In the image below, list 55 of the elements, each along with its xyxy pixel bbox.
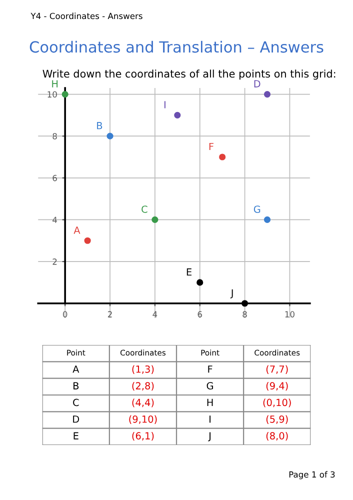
point	[264, 216, 271, 224]
x-tick-label: 10	[285, 311, 294, 318]
text: Page 1 of 3	[289, 471, 335, 480]
text: E	[74, 432, 78, 440]
y-tick-label: 6	[52, 174, 57, 182]
series-label: G	[254, 206, 260, 213]
point	[264, 90, 271, 98]
series-label: J	[230, 289, 233, 298]
series-label: B	[97, 122, 102, 130]
y-tick-label: 8	[52, 133, 57, 140]
text: (0,10)	[263, 398, 291, 408]
point	[174, 112, 181, 118]
text: (8,0)	[266, 432, 288, 441]
text: (9,10)	[129, 415, 157, 424]
point	[84, 237, 91, 244]
point	[219, 154, 226, 160]
series-label: D	[254, 80, 260, 88]
y-tick-label: 4	[52, 216, 57, 223]
text: (6,1)	[132, 432, 154, 441]
series-label: C	[142, 206, 148, 213]
text: A	[72, 366, 80, 373]
text: B	[74, 382, 79, 390]
text: (7,7)	[266, 365, 288, 374]
x-tick-label: 0	[62, 311, 68, 318]
point	[241, 300, 248, 307]
text: I	[210, 416, 211, 423]
text: H	[207, 398, 213, 406]
text: (4,4)	[132, 398, 154, 408]
x-tick-label: 2	[108, 311, 112, 318]
x-tick-label: 4	[152, 311, 158, 318]
series-label: A	[74, 226, 80, 234]
point	[196, 279, 204, 286]
text: D	[73, 416, 80, 423]
text: C	[73, 398, 79, 406]
chart-title: Coordinates and Translation – Answers	[30, 40, 324, 53]
text: J	[208, 432, 211, 442]
x-tick-label: 8	[242, 311, 247, 318]
y-tick-label: 2	[52, 258, 57, 265]
text: Y4 - Coordinates - Answers	[30, 12, 142, 20]
text: (5,9)	[266, 415, 288, 424]
point	[106, 132, 114, 140]
chart-subtitle: Write down the coordinates of all the points on this grid:	[42, 70, 336, 80]
point	[62, 90, 68, 98]
text: G	[206, 382, 214, 390]
text: F	[208, 366, 212, 373]
series-label: I	[164, 101, 166, 108]
text: (2,8)	[132, 382, 154, 391]
y-tick-label: 10	[48, 91, 57, 98]
point	[152, 216, 158, 224]
series-label: F	[209, 142, 214, 150]
series-label: E	[186, 268, 192, 276]
x-tick-label: 6	[198, 311, 202, 318]
series-label: H	[52, 80, 58, 88]
text: (1,3)	[132, 365, 154, 374]
text: (9,4)	[266, 382, 288, 391]
